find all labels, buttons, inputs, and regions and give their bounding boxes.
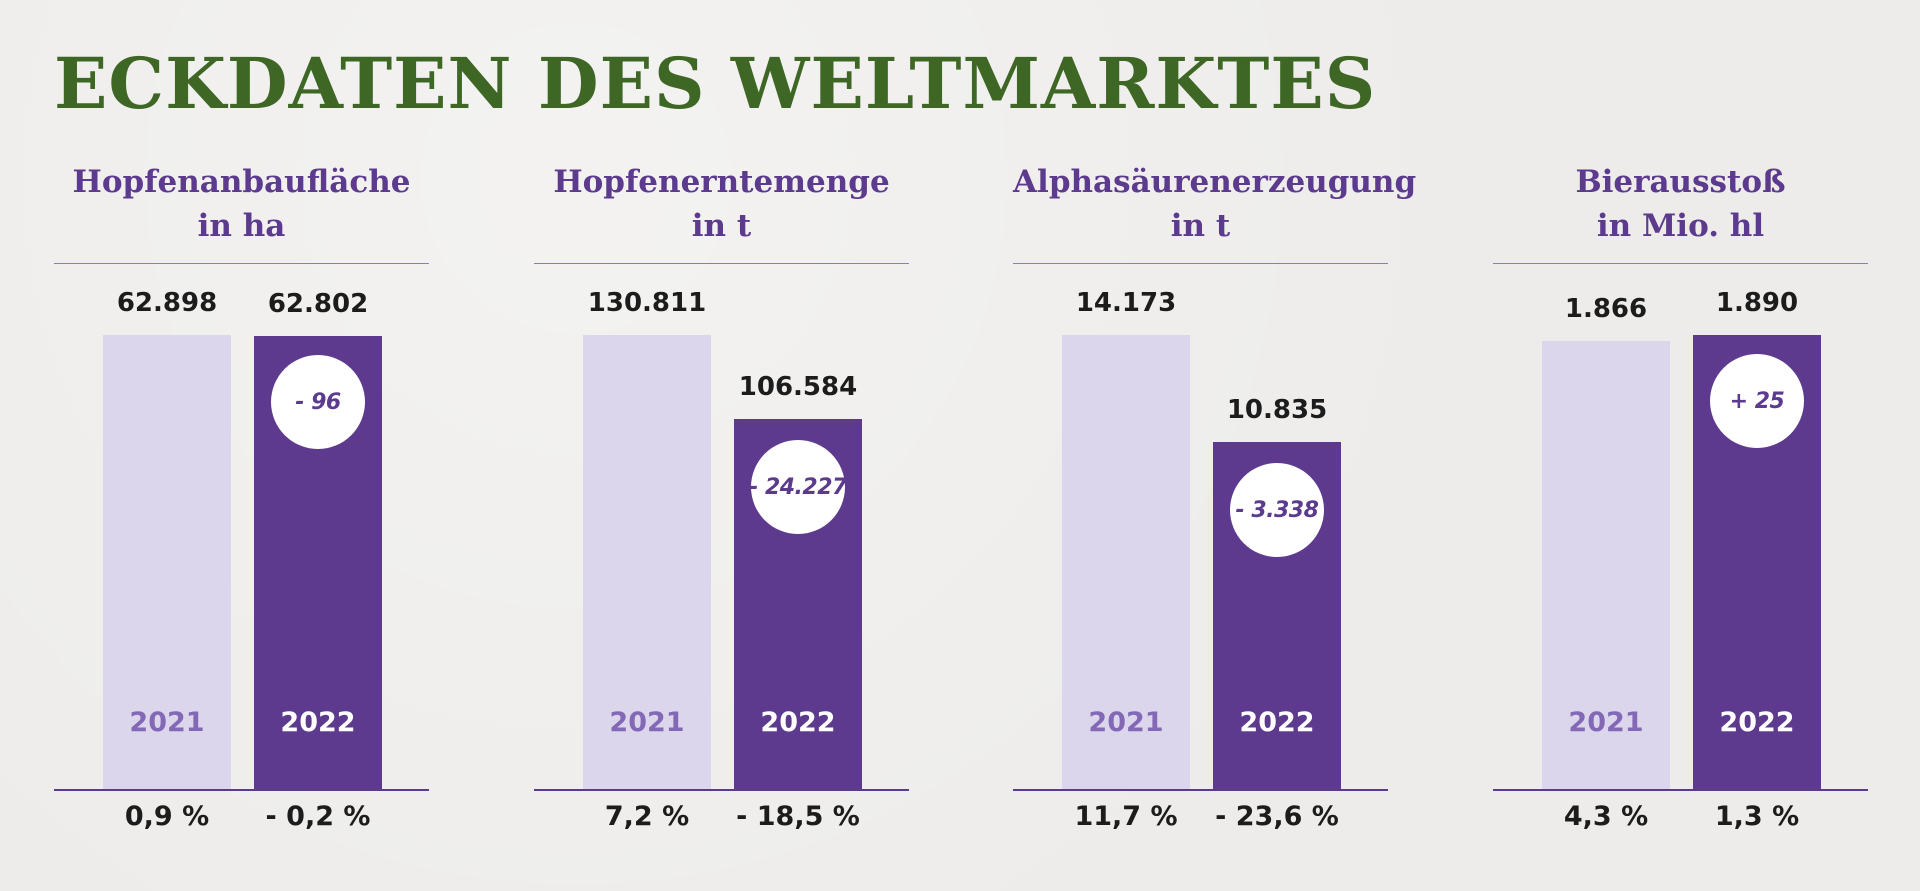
delta-badge: - 24.227 [749,440,847,534]
year-label: 2022 [760,707,836,738]
chart-title: Hopfenanbaufläche in ha [54,160,429,248]
change-percent-label: 1,3 % [1714,801,1800,832]
value-label: 62.802 [267,289,369,319]
year-label: 2021 [129,707,205,738]
change-percent-label: - 18,5 % [736,801,860,832]
chart-panel: Bierausstoß in Mio. hl 1.866 2021 4,3 % 1.890… [1493,160,1868,840]
delta-value: - 3.338 [1235,497,1319,523]
delta-value: - 96 [295,389,341,415]
chart-panel: Hopfenerntemenge in t 130.811 2021 7,2 % 106.… [534,160,909,840]
title-divider [54,263,429,264]
chart-title-line: Hopfenerntemenge [553,164,890,200]
chart-title: Bierausstoß in Mio. hl [1493,160,1868,248]
baseline [534,789,909,791]
chart-unit-line: in Mio. hl [1596,208,1765,244]
delta-badge: + 25 [1710,354,1804,448]
year-label: 2022 [1239,707,1315,738]
year-label: 2021 [1088,707,1164,738]
delta-badge: - 3.338 [1230,463,1324,557]
change-percent-label: 11,7 % [1074,801,1178,832]
baseline [1493,789,1868,791]
change-percent-label: 7,2 % [604,801,690,832]
delta-value: - 24.227 [749,474,847,500]
title-divider [1013,263,1388,264]
bar-2021 [103,335,231,789]
value-label: 1.890 [1715,288,1799,318]
chart-title-line: Alphasäurenerzeugung [1013,164,1417,200]
year-label: 2021 [609,707,685,738]
value-label: 1.866 [1564,294,1648,324]
change-percent-label: - 0,2 % [265,801,371,832]
delta-value: + 25 [1729,388,1785,414]
value-label: 106.584 [738,372,858,402]
year-label: 2022 [280,707,356,738]
chart-panel: Hopfenanbaufläche in ha 62.898 2021 0,9 % 62.… [54,160,429,840]
value-label: 10.835 [1226,395,1328,425]
chart-panel: Alphasäurenerzeugung in t 14.173 2021 11,7 %… [1013,160,1417,840]
bar-2021 [1542,341,1670,789]
baseline [1013,789,1388,791]
value-label: 14.173 [1075,288,1177,318]
baseline [54,789,429,791]
chart-title: Alphasäurenerzeugung in t [1013,160,1417,248]
change-percent-label: 4,3 % [1563,801,1649,832]
value-label: 130.811 [587,288,707,318]
delta-badge: - 96 [271,355,365,449]
change-percent-label: - 23,6 % [1215,801,1339,832]
page-title: ECKDATEN DES WELTMARKTES [54,42,1377,125]
chart-title: Hopfenerntemenge in t [534,160,909,248]
bar-2021 [1062,335,1190,789]
title-divider [534,263,909,264]
chart-unit-line: in ha [197,208,286,244]
title-divider [1493,263,1868,264]
year-label: 2021 [1568,707,1644,738]
chart-unit-line: in t [691,208,752,244]
value-label: 62.898 [116,288,218,318]
chart-title-line: Bierausstoß [1575,164,1786,200]
change-percent-label: 0,9 % [124,801,210,832]
bar-2021 [583,335,711,789]
chart-title-line: Hopfenanbaufläche [72,164,411,200]
chart-unit-line: in t [1170,208,1231,244]
year-label: 2022 [1719,707,1795,738]
